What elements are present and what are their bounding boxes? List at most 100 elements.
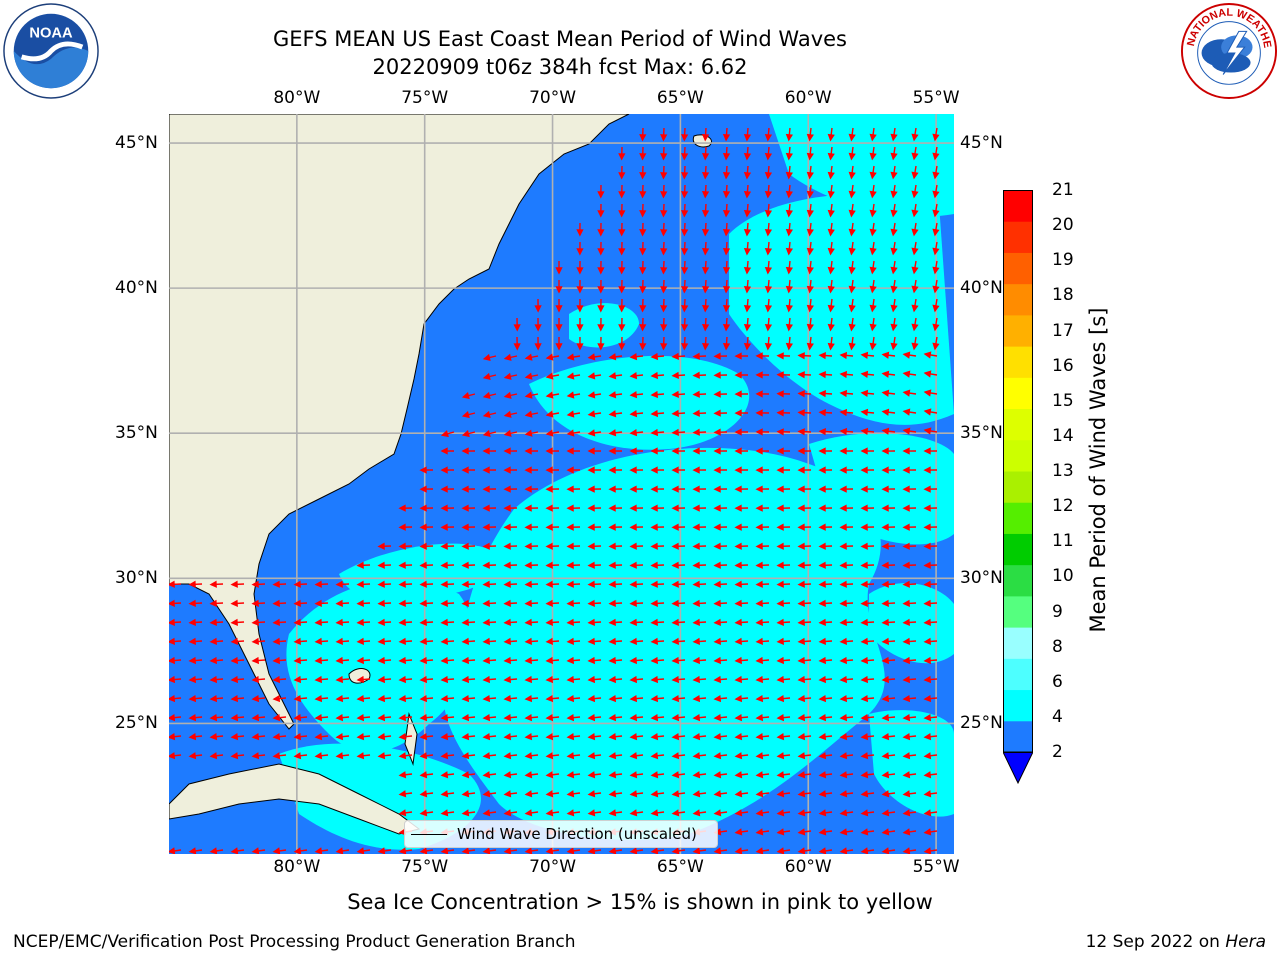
wave-direction-arrowhead: [743, 171, 752, 180]
wave-direction-arrowhead: [911, 323, 919, 332]
colorbar-tick-label: 15: [1052, 390, 1074, 411]
wave-direction-arrowhead: [890, 285, 898, 294]
sea-ice-note: Sea Ice Concentration > 15% is shown in …: [347, 890, 933, 914]
wave-direction-arrowhead: [797, 390, 805, 398]
wave-direction-arrowhead: [335, 656, 343, 665]
wave-direction-arrowhead: [629, 694, 638, 703]
wave-direction-arrowhead: [701, 229, 710, 237]
wave-direction-arrowhead: [734, 599, 742, 607]
colorbar-under-triangle: [1003, 751, 1033, 785]
wave-direction-arrowhead: [713, 771, 722, 779]
wave-direction-arrowhead: [932, 304, 940, 313]
wave-direction-arrowhead: [923, 847, 932, 854]
wave-direction-arrowhead: [860, 447, 868, 455]
wave-direction-arrowhead: [545, 637, 553, 646]
wave-direction-arrowhead: [440, 752, 449, 760]
wave-direction-arrowhead: [797, 713, 806, 722]
wave-direction-arrowhead: [848, 342, 856, 351]
wave-direction-arrowhead: [482, 694, 491, 703]
wave-direction-arrowhead: [597, 286, 605, 294]
wave-direction-arrowhead: [230, 580, 238, 588]
wave-direction-arrowhead: [776, 733, 785, 741]
wave-direction-arrowhead: [629, 771, 638, 779]
wave-direction-arrowhead: [734, 542, 742, 550]
wave-direction-arrowhead: [639, 210, 647, 218]
wave-direction-arrowhead: [576, 343, 584, 351]
wave-direction-arrowhead: [587, 580, 595, 588]
wave-direction-arrowhead: [482, 504, 490, 512]
wave-direction-arrowhead: [692, 466, 700, 474]
wave-direction-arrowhead: [734, 675, 743, 684]
wave-direction-arrowhead: [692, 675, 701, 684]
wave-direction-arrowhead: [398, 694, 407, 703]
wave-direction-arrowhead: [335, 580, 343, 588]
wave-direction-arrowhead: [545, 410, 554, 418]
wave-direction-arrowhead: [776, 523, 784, 531]
wave-direction-arrowhead: [764, 190, 773, 199]
wave-direction-arrowhead: [356, 694, 365, 703]
wave-direction-arrowhead: [881, 656, 889, 665]
wave-direction-arrowhead: [335, 637, 343, 646]
wave-direction-arrowhead: [713, 580, 721, 588]
wave-direction-arrowhead: [776, 675, 785, 684]
wave-direction-arrowhead: [566, 466, 574, 474]
wave-direction-arrowhead: [818, 694, 827, 703]
wave-direction-arrowhead: [377, 847, 386, 854]
wave-direction-arrowhead: [608, 410, 617, 418]
wave-direction-arrowhead: [503, 561, 511, 569]
footer-date: 12 Sep 2022 on Hera: [1086, 932, 1266, 952]
wave-direction-arrowhead: [461, 411, 470, 419]
wave-direction-arrowhead: [722, 343, 731, 351]
wave-direction-arrowhead: [639, 134, 647, 142]
wave-direction-arrowhead: [881, 694, 890, 703]
wave-direction-arrowhead: [545, 675, 554, 684]
wave-direction-arrowhead: [902, 637, 910, 646]
wave-direction-arrowhead: [839, 713, 848, 722]
wave-direction-arrowhead: [785, 171, 793, 180]
wave-direction-arrowhead: [524, 656, 532, 665]
wave-direction-arrowhead: [272, 752, 281, 760]
wave-direction-arrowhead: [461, 771, 470, 779]
wave-direction-arrowhead: [209, 656, 217, 665]
wave-direction-arrowhead: [701, 286, 710, 294]
wave-direction-arrowhead: [618, 305, 626, 313]
wave-direction-arrowhead: [671, 352, 679, 361]
wave-direction-arrowhead: [503, 713, 512, 722]
wave-direction-arrowhead: [608, 809, 617, 817]
wave-direction-arrowhead: [818, 542, 826, 550]
wave-direction-arrowhead: [827, 247, 835, 256]
wave-direction-arrowhead: [713, 599, 721, 607]
wave-direction-arrowhead: [734, 637, 742, 646]
wave-direction-arrowhead: [902, 351, 911, 359]
noaa-logo: NOAA: [3, 3, 99, 99]
wave-direction-arrowhead: [534, 305, 542, 313]
wave-direction-arrowhead: [587, 694, 596, 703]
wave-direction-arrowhead: [681, 172, 689, 180]
colorbar-segment: [1003, 439, 1033, 472]
wave-direction-arrowhead: [722, 172, 731, 180]
wave-direction-arrowhead: [545, 847, 554, 854]
wave-direction-arrowhead: [576, 286, 584, 294]
wave-direction-arrowhead: [734, 409, 742, 417]
wave-direction-arrowhead: [660, 172, 668, 180]
wave-direction-arrowhead: [566, 504, 574, 512]
wave-direction-arrowhead: [701, 267, 710, 275]
wave-direction-arrowhead: [461, 656, 469, 665]
wave-direction-arrowhead: [461, 447, 469, 455]
wave-direction-arrowhead: [902, 656, 910, 665]
wave-direction-arrowhead: [461, 694, 470, 703]
wave-direction-arrowhead: [755, 694, 764, 703]
wave-direction-arrowhead: [629, 618, 637, 627]
wave-direction-arrowhead: [629, 561, 637, 569]
wave-direction-arrowhead: [713, 656, 721, 665]
wave-direction-arrowhead: [566, 771, 575, 779]
wave-direction-arrowhead: [534, 343, 542, 351]
wave-direction-arrowhead: [764, 285, 773, 294]
wave-direction-arrowhead: [377, 580, 385, 588]
wave-direction-arrowhead: [503, 410, 512, 418]
wave-direction-arrowhead: [764, 247, 773, 256]
wave-direction-arrowhead: [587, 542, 595, 550]
wave-direction-arrowhead: [890, 304, 898, 313]
wave-direction-arrowhead: [681, 324, 689, 332]
wave-direction-arrowhead: [785, 209, 793, 218]
